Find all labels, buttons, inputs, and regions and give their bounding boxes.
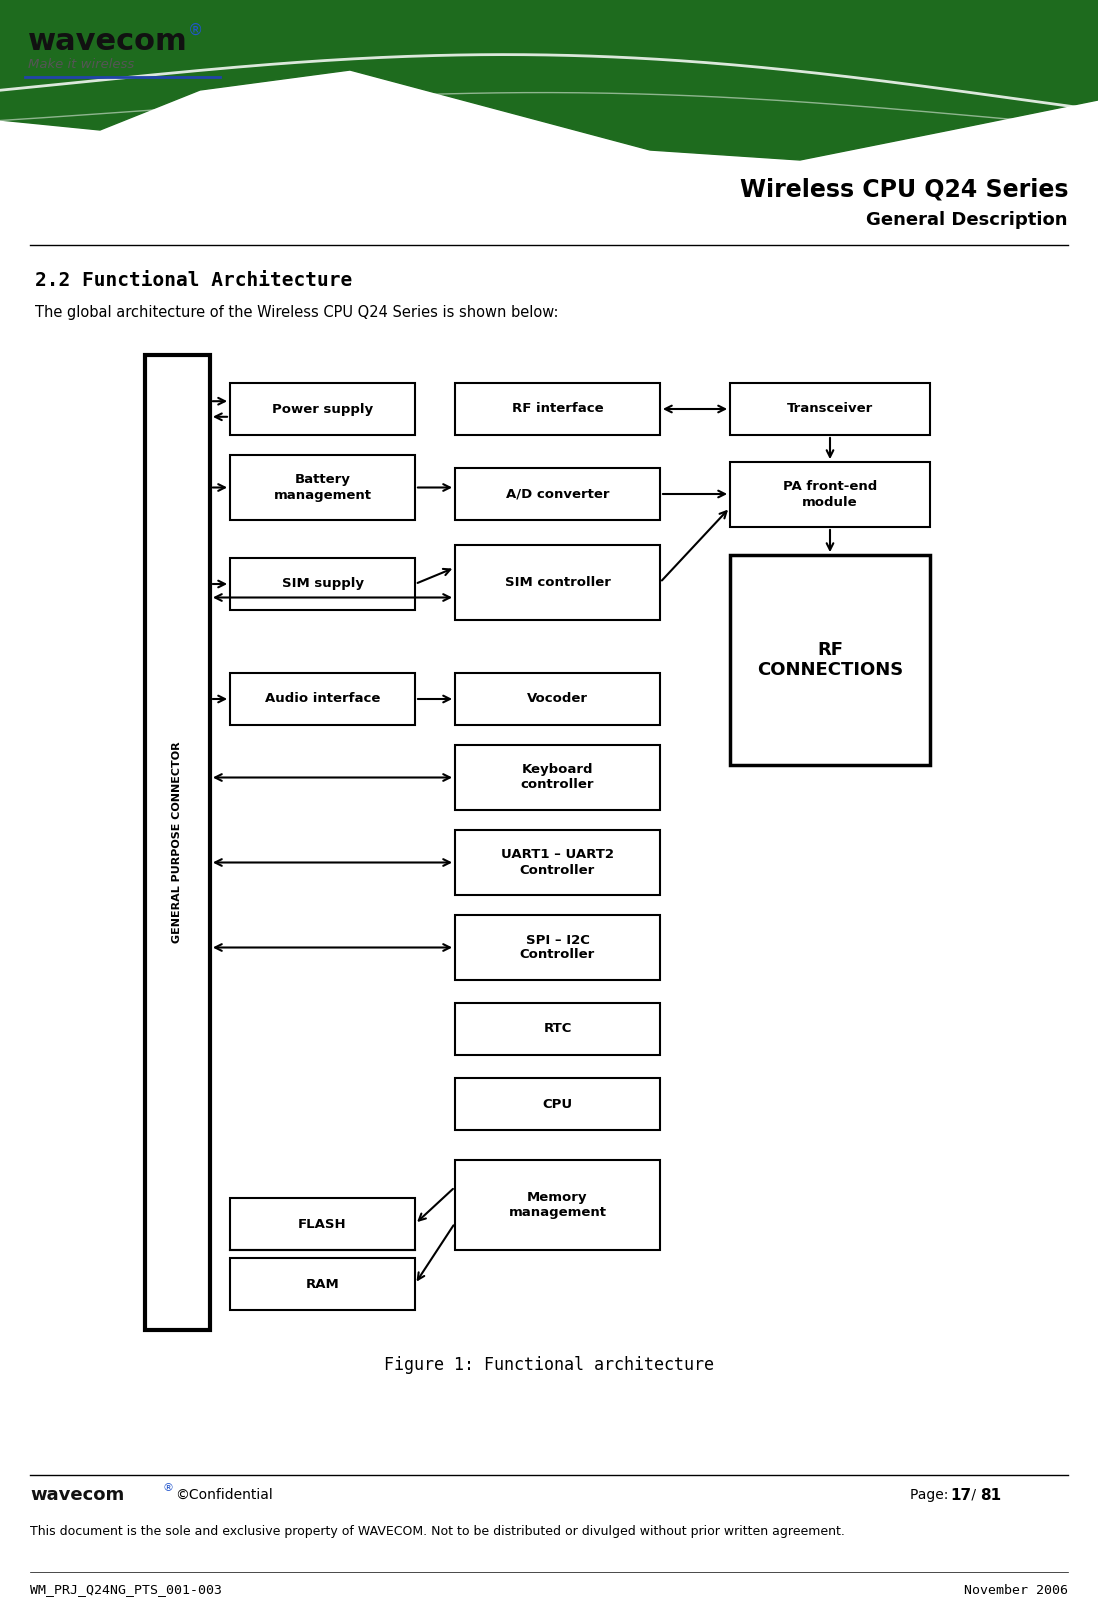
Text: This document is the sole and exclusive property of WAVECOM. Not to be distribut: This document is the sole and exclusive … xyxy=(30,1524,844,1537)
Text: Page:: Page: xyxy=(910,1489,953,1502)
Text: Battery
management: Battery management xyxy=(273,473,371,502)
Text: GENERAL PURPOSE CONNECTOR: GENERAL PURPOSE CONNECTOR xyxy=(172,742,182,943)
Text: Figure 1: Functional architecture: Figure 1: Functional architecture xyxy=(384,1356,714,1374)
Bar xyxy=(455,672,660,726)
Text: RAM: RAM xyxy=(305,1278,339,1291)
Text: November 2006: November 2006 xyxy=(964,1583,1068,1596)
Bar xyxy=(455,468,660,520)
Bar xyxy=(455,915,660,980)
Text: 81: 81 xyxy=(981,1487,1001,1502)
Text: PA front-end
module: PA front-end module xyxy=(783,481,877,509)
Text: Transceiver: Transceiver xyxy=(787,402,873,415)
Text: Keyboard
controller: Keyboard controller xyxy=(520,763,594,792)
Bar xyxy=(455,1160,660,1251)
Text: 2.2 Functional Architecture: 2.2 Functional Architecture xyxy=(35,271,352,290)
Bar xyxy=(455,544,660,620)
Text: 17: 17 xyxy=(950,1487,971,1502)
Text: ®: ® xyxy=(163,1482,173,1494)
Text: A/D converter: A/D converter xyxy=(506,488,609,501)
Bar xyxy=(730,382,930,436)
Text: Wireless CPU Q24 Series: Wireless CPU Q24 Series xyxy=(739,178,1068,202)
Bar xyxy=(145,355,210,1330)
Text: ©Confidential: ©Confidential xyxy=(175,1489,272,1502)
Bar xyxy=(455,1003,660,1055)
Bar xyxy=(455,745,660,810)
Bar xyxy=(730,462,930,526)
Text: ®: ® xyxy=(188,23,203,37)
Text: Vocoder: Vocoder xyxy=(527,692,589,705)
Bar xyxy=(730,556,930,765)
Bar xyxy=(229,557,415,611)
Polygon shape xyxy=(0,0,1098,160)
Text: Power supply: Power supply xyxy=(272,402,373,415)
Text: WM_PRJ_Q24NG_PTS_001-003: WM_PRJ_Q24NG_PTS_001-003 xyxy=(30,1583,222,1596)
Text: Make it wireless: Make it wireless xyxy=(29,57,134,71)
Text: CPU: CPU xyxy=(542,1097,572,1110)
Text: Memory
management: Memory management xyxy=(508,1191,606,1218)
Text: SPI – I2C
Controller: SPI – I2C Controller xyxy=(519,933,595,962)
Bar xyxy=(229,382,415,436)
Text: SIM supply: SIM supply xyxy=(281,577,363,591)
Bar xyxy=(455,829,660,894)
Bar xyxy=(229,455,415,520)
Text: /: / xyxy=(967,1489,981,1502)
Text: RTC: RTC xyxy=(544,1022,572,1035)
Text: General Description: General Description xyxy=(866,211,1068,228)
Text: wavecom: wavecom xyxy=(29,28,188,57)
Bar xyxy=(229,1259,415,1311)
Bar xyxy=(229,1199,415,1251)
Bar xyxy=(455,382,660,436)
Text: SIM controller: SIM controller xyxy=(505,577,610,590)
Text: UART1 – UART2
Controller: UART1 – UART2 Controller xyxy=(501,849,614,876)
Text: wavecom: wavecom xyxy=(30,1486,124,1503)
Text: Audio interface: Audio interface xyxy=(265,692,380,705)
Text: The global architecture of the Wireless CPU Q24 Series is shown below:: The global architecture of the Wireless … xyxy=(35,305,559,319)
Bar xyxy=(455,1077,660,1131)
Text: RF
CONNECTIONS: RF CONNECTIONS xyxy=(757,640,904,679)
Text: RF interface: RF interface xyxy=(512,402,603,415)
Bar xyxy=(229,672,415,726)
Text: FLASH: FLASH xyxy=(299,1218,347,1231)
